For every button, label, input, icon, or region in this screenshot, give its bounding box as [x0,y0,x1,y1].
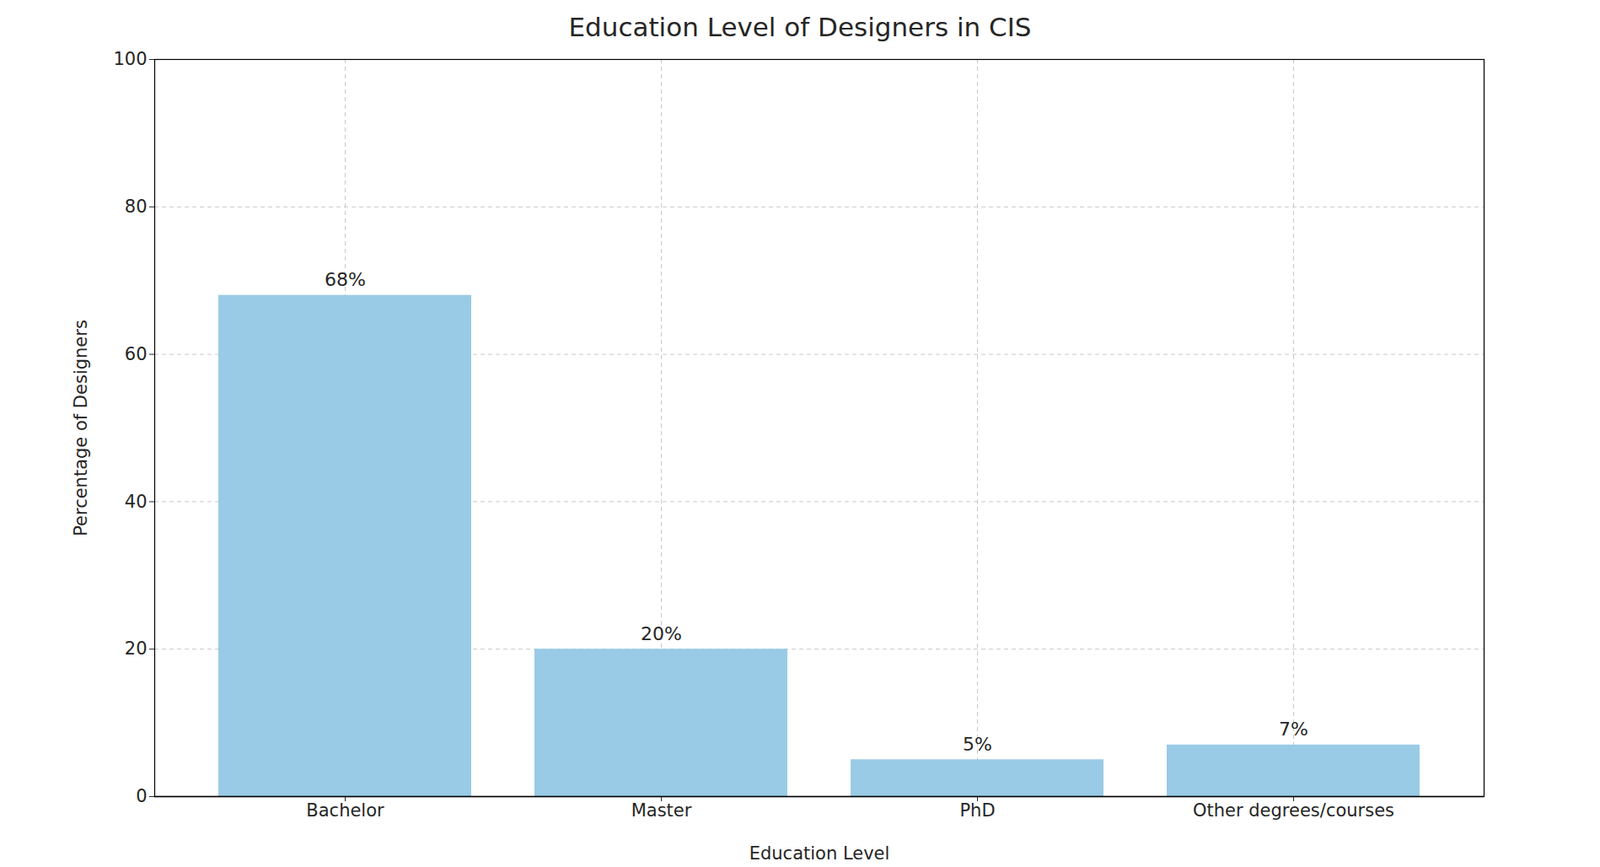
svg-text:Percentage of Designers: Percentage of Designers [70,319,92,537]
svg-text:0: 0 [135,785,147,806]
svg-text:20%: 20% [640,622,682,645]
svg-text:60: 60 [124,343,148,365]
svg-text:PhD: PhD [959,800,995,821]
svg-text:40: 40 [124,491,148,512]
svg-text:80: 80 [124,196,148,217]
svg-text:Other degrees/courses: Other degrees/courses [1192,800,1395,821]
svg-text:100: 100 [112,50,147,70]
html-text:Education Level of Designers i: Education Level of Designers in CIS [568,11,1032,43]
svg-text:7%: 7% [1278,718,1309,740]
svg-text:Master: Master [631,800,693,821]
svg-text:Education Level: Education Level [749,842,891,864]
svg-text:5%: 5% [962,733,993,755]
svg-text:Bachelor: Bachelor [306,800,385,821]
svg-text:68%: 68% [324,268,366,290]
svg-text:20: 20 [124,638,148,659]
